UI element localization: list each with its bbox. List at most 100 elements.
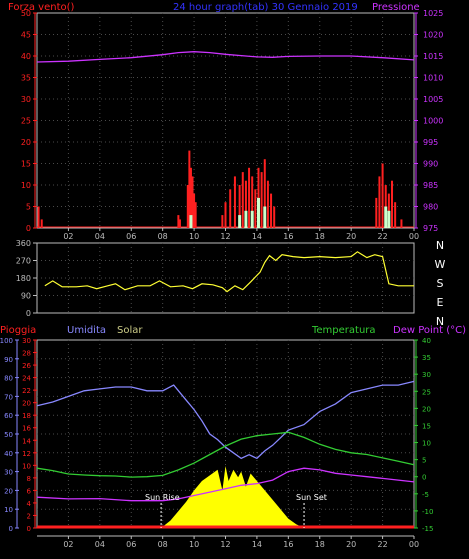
top-time-axis: 02 04 06 08 10 12 14 16 18 20 22 00 — [63, 228, 419, 241]
temperature-tick-label: 30 — [422, 371, 431, 379]
wind-speed-bar — [178, 219, 181, 228]
wind-gust-bar — [263, 206, 267, 228]
pressure-tick-label: 1025 — [423, 9, 443, 18]
rain-tick-label: 4 — [27, 500, 32, 508]
temperature-tick-label: 5 — [422, 457, 426, 465]
time-tick-label: 10 — [189, 232, 199, 241]
wind-speed-bar — [244, 180, 247, 228]
compass-letter: E — [437, 296, 444, 309]
time-tick-label: 02 — [63, 540, 73, 549]
rain-tick-label: 8 — [27, 475, 31, 483]
wind-speed-bar — [378, 176, 381, 228]
wind-tick-label: 40 — [21, 52, 31, 61]
dew-point-axis-title: Dew Point (°C) — [393, 325, 466, 336]
wind-speed-bar — [375, 197, 378, 228]
sunset-label: Sun Set — [296, 493, 327, 502]
pressure-line — [36, 51, 415, 63]
wind-speed-bar — [229, 189, 232, 228]
wind-speed-bar — [189, 167, 192, 228]
humidity-temperature-series — [36, 380, 415, 529]
pressure-tick-label: 975 — [423, 224, 438, 233]
wind-speed-bar — [186, 185, 189, 228]
wind-speed-bar — [260, 172, 263, 228]
wind-gust-bar — [384, 206, 388, 228]
wind-speed-bar — [254, 189, 257, 228]
humidity-axis-title: Umidita — [67, 325, 106, 336]
wind-direction-axis: 0 90 180 270 360 — [16, 239, 37, 318]
rain-tick-label: 18 — [22, 412, 31, 420]
rain-tick-label: 30 — [22, 337, 31, 345]
humidity-tick-label: 0 — [9, 525, 13, 533]
wind-speed-bar — [191, 176, 194, 228]
pressure-tick-label: 1020 — [423, 31, 443, 40]
time-tick-label: 18 — [315, 232, 325, 241]
direction-tick-label: 180 — [16, 274, 31, 283]
rain-tick-label: 2 — [27, 512, 31, 520]
compass-letter: N — [436, 239, 444, 252]
temperature-tick-label: 20 — [422, 405, 431, 413]
pressure-tick-label: 1010 — [423, 74, 443, 83]
rain-tick-label: 26 — [22, 362, 31, 370]
time-tick-label: 00 — [409, 540, 419, 549]
wind-speed-bar — [263, 159, 266, 228]
humidity-tick-label: 30 — [4, 469, 13, 477]
wind-speed-bar — [193, 193, 196, 228]
pressure-tick-label: 995 — [423, 138, 438, 147]
time-tick-label: 04 — [95, 232, 105, 241]
wind-speed-bar — [391, 180, 394, 228]
wind-speed-bar — [400, 219, 403, 228]
time-tick-label: 06 — [126, 540, 136, 549]
rain-axis-title: Pioggia — [0, 325, 36, 336]
time-tick-label: 20 — [346, 232, 356, 241]
direction-tick-label: 360 — [16, 239, 31, 248]
wind-axis-title: Forza vento() — [8, 2, 75, 13]
chart-title: 24 hour graph(tab) 30 Gennaio 2019 — [173, 2, 358, 13]
wind-speed-axis: 0 5 10 15 20 25 30 35 40 45 50 — [21, 9, 37, 233]
wind-speed-bar — [233, 176, 236, 228]
wind-tick-label: 20 — [21, 138, 31, 147]
time-tick-label: 12 — [220, 540, 230, 549]
wind-tick-label: 15 — [21, 160, 31, 169]
wind-gust-bar — [256, 197, 260, 228]
temperature-tick-label: -5 — [422, 491, 429, 499]
wind-speed-bar — [177, 215, 180, 228]
pressure-tick-label: 985 — [423, 181, 438, 190]
wind-speed-bar — [224, 202, 227, 228]
wind-tick-label: 30 — [21, 95, 31, 104]
temperature-tick-label: 35 — [422, 354, 431, 362]
pressure-tick-label: 1005 — [423, 95, 443, 104]
dew-point-line — [36, 467, 415, 502]
time-tick-label: 16 — [283, 540, 293, 549]
time-tick-label: 22 — [377, 540, 387, 549]
time-tick-label: 14 — [252, 540, 262, 549]
temperature-tick-label: -10 — [422, 508, 433, 516]
humidity-axis: 0 10 20 30 40 50 60 70 80 90 100 — [0, 337, 19, 533]
wind-speed-bar — [241, 172, 244, 228]
direction-tick-label: 0 — [26, 309, 31, 318]
temperature-axis: -15 -10 -5 0 5 10 15 20 25 30 35 40 — [414, 337, 433, 533]
wind-gust-bar — [250, 210, 254, 228]
wind-speed-bar — [194, 202, 197, 228]
wind-tick-label: 10 — [21, 181, 31, 190]
temperature-tick-label: 40 — [422, 337, 431, 345]
wind-gust-bar — [189, 215, 193, 228]
time-tick-label: 02 — [63, 232, 73, 241]
temperature-tick-label: 0 — [422, 474, 426, 482]
rain-tick-label: 28 — [22, 350, 31, 358]
direction-tick-label: 270 — [16, 257, 31, 266]
wind-tick-label: 0 — [26, 224, 31, 233]
wind-speed-bar — [40, 219, 43, 228]
humidity-tick-label: 90 — [4, 356, 13, 364]
rain-tick-label: 6 — [27, 487, 32, 495]
time-tick-label: 00 — [409, 232, 419, 241]
wind-speed-bar — [381, 163, 384, 228]
humidity-tick-label: 40 — [4, 450, 13, 458]
wind-speed-bar — [238, 185, 241, 228]
rain-tick-label: 12 — [22, 450, 31, 458]
time-axis: 02 04 06 08 10 12 14 16 18 20 22 00 — [63, 536, 419, 549]
